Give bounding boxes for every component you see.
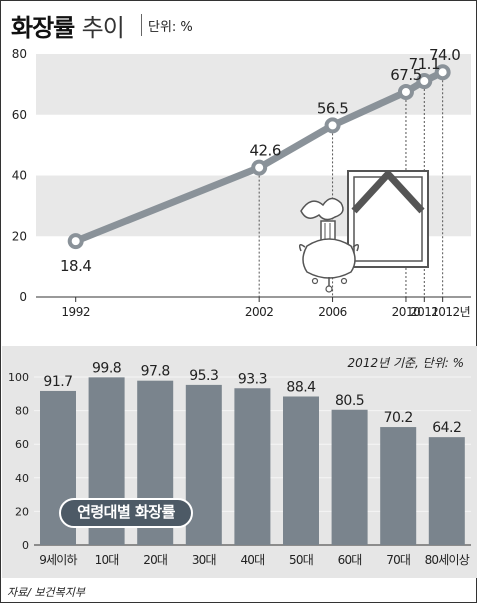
data-label: 64.2 xyxy=(432,420,461,436)
bar-chart-note: 2012년 기준, 단위: % xyxy=(347,356,464,370)
unit-label: 단위: % xyxy=(148,20,193,35)
x-tick-label: 70대 xyxy=(386,553,410,567)
title-sub: 추이 xyxy=(81,14,125,42)
data-label: 95.3 xyxy=(189,368,218,384)
data-point xyxy=(416,73,433,90)
page-title: 화장률 추이 xyxy=(11,8,125,43)
y-tick-label: 40 xyxy=(12,169,27,183)
x-tick-label: 2010 xyxy=(392,305,421,319)
age-group-badge: 연령대별 화장률 xyxy=(59,498,193,528)
data-point xyxy=(397,83,414,100)
y-tick-label: 60 xyxy=(12,108,27,122)
x-tick-label: 80세이상 xyxy=(425,553,470,567)
y-tick-label: 20 xyxy=(15,505,29,518)
data-label: 99.8 xyxy=(92,360,121,376)
x-tick-label: 30대 xyxy=(192,553,216,567)
y-tick-label: 100 xyxy=(8,371,29,384)
data-label: 97.8 xyxy=(141,364,170,380)
bar xyxy=(428,437,465,545)
y-axis-ticks: 0 20 40 60 80 100 xyxy=(8,371,29,552)
data-points xyxy=(67,64,451,250)
y-tick-label: 80 xyxy=(12,47,27,61)
urn-and-mourning-frame-icon xyxy=(298,170,429,293)
data-label: 67.5 xyxy=(390,66,421,84)
data-label: 42.6 xyxy=(249,142,280,160)
data-label: 56.5 xyxy=(317,99,348,117)
x-tick-label: 50대 xyxy=(289,553,313,567)
data-label: 74.0 xyxy=(429,46,460,64)
x-tick-label: 1992 xyxy=(61,305,90,319)
data-label: 18.4 xyxy=(60,257,91,275)
bar xyxy=(380,427,417,545)
cremation-rate-line-chart: 0 20 40 60 80 18.4 42.6 56.5 67.571.174.0 1992 2… xyxy=(12,46,471,319)
y-tick-label: 80 xyxy=(15,405,29,418)
bar xyxy=(331,409,368,545)
bar xyxy=(185,384,222,545)
y-tick-label: 20 xyxy=(12,229,27,243)
data-label: 70.2 xyxy=(384,410,413,426)
y-axis-ticks: 0 20 40 60 80 xyxy=(12,47,27,304)
data-point xyxy=(251,159,268,176)
title-divider xyxy=(141,14,142,36)
data-label: 93.3 xyxy=(238,371,267,387)
y-tick-label: 0 xyxy=(19,290,27,304)
x-axis-ticks: 9세이하 10대 20대 30대 40대 50대 60대 70대 80세이상 xyxy=(39,553,470,567)
x-tick-label: 2006 xyxy=(318,305,347,319)
data-labels: 18.4 42.6 56.5 67.571.174.0 xyxy=(60,46,461,275)
data-point xyxy=(434,64,451,81)
title-main: 화장률 xyxy=(11,14,75,42)
data-point xyxy=(324,117,341,134)
data-label: 88.4 xyxy=(286,379,316,395)
age-group-bar-chart: 0 20 40 60 80 100 91.7 99.8 97.8 95.3 93.3 88.4 80.… xyxy=(8,360,471,567)
x-tick-label: 2002 xyxy=(245,305,274,319)
x-tick-label: 20대 xyxy=(143,553,167,567)
x-tick-label: 60대 xyxy=(338,553,362,567)
grid-band xyxy=(36,54,471,85)
x-tick-label: 2012년 xyxy=(431,305,470,319)
data-label: 71.1 xyxy=(409,55,440,73)
x-tick-label: 2011 xyxy=(410,305,439,319)
bar xyxy=(234,388,271,545)
source-credit: 자료/ 보건복지부 xyxy=(7,586,86,599)
data-point xyxy=(67,233,84,250)
title-bar: 화장률 추이 단위: % xyxy=(1,1,478,47)
data-label: 91.7 xyxy=(43,374,72,390)
x-tick-label: 10대 xyxy=(95,553,119,567)
bar xyxy=(283,396,319,545)
x-tick-label: 40대 xyxy=(240,553,264,567)
y-tick-label: 40 xyxy=(15,472,29,485)
y-tick-label: 0 xyxy=(22,539,29,552)
data-labels: 91.7 99.8 97.8 95.3 93.3 88.4 80.5 70.2 64.2 xyxy=(43,360,461,436)
data-label: 80.5 xyxy=(335,393,364,409)
x-tick-label: 9세이하 xyxy=(39,553,77,567)
y-tick-label: 60 xyxy=(15,438,29,451)
